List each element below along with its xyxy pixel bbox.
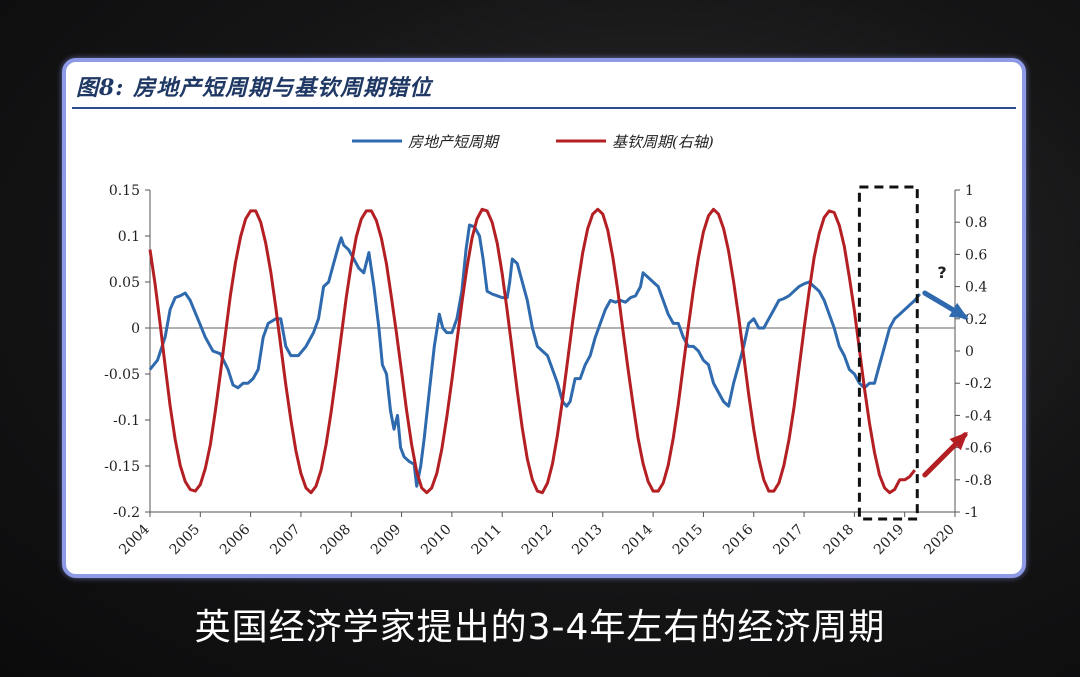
blue-trend-arrow-head — [948, 302, 969, 320]
right-tick-label: 0.4 — [965, 280, 987, 296]
x-tick-label: 2008 — [318, 522, 355, 559]
question-mark: ? — [937, 263, 946, 282]
right-tick-label: 0 — [965, 344, 974, 360]
x-tick-label: 2012 — [519, 522, 556, 559]
video-subtitle: 英国经济学家提出的3-4年左右的经济周期 — [194, 607, 886, 648]
x-tick-label: 2020 — [921, 522, 958, 559]
legend-label: 基钦周期(右轴) — [612, 133, 714, 151]
left-tick-label: -0.2 — [113, 505, 140, 521]
x-tick-label: 2015 — [670, 522, 707, 559]
left-tick-label: 0.1 — [118, 229, 140, 245]
right-tick-label: 0.8 — [965, 215, 987, 231]
right-tick-label: -0.4 — [965, 408, 992, 424]
highlight-box — [857, 185, 919, 521]
x-tick-label: 2014 — [619, 521, 656, 558]
x-tick-label: 2004 — [116, 521, 153, 558]
x-tick-label: 2019 — [871, 522, 908, 559]
right-tick-label: 1 — [965, 183, 974, 199]
right-tick-label: 0.2 — [965, 312, 987, 328]
right-tick-label: -0.8 — [965, 473, 992, 489]
x-tick-label: 2011 — [469, 522, 506, 559]
left-tick-label: 0.05 — [109, 275, 140, 291]
right-tick-label: -0.2 — [965, 376, 992, 392]
left-tick-label: 0 — [131, 321, 140, 337]
x-tick-label: 2007 — [267, 522, 304, 559]
legend-label: 房地产短周期 — [408, 133, 500, 151]
figure-title: 图8: 房地产短周期与基钦周期错位 — [76, 75, 433, 101]
series-line-kitchin — [148, 207, 916, 495]
left-tick-label: -0.15 — [104, 459, 140, 475]
left-tick-label: -0.05 — [104, 367, 140, 383]
x-tick-label: 2010 — [418, 522, 455, 559]
left-tick-label: -0.1 — [113, 413, 140, 429]
left-tick-label: 0.15 — [109, 183, 140, 199]
series-line-real-estate — [148, 223, 921, 488]
x-tick-label: 2013 — [569, 522, 606, 559]
x-tick-label: 2016 — [720, 521, 757, 558]
title-divider — [72, 107, 1016, 109]
x-tick-label: 2005 — [167, 522, 204, 559]
x-tick-label: 2017 — [770, 522, 807, 559]
right-tick-label: 0.6 — [965, 247, 987, 263]
x-tick-label: 2009 — [368, 522, 405, 559]
right-tick-label: -0.6 — [965, 441, 992, 457]
x-tick-label: 2018 — [821, 522, 858, 559]
x-tick-label: 2006 — [217, 521, 254, 558]
right-tick-label: -1 — [965, 505, 979, 521]
red-trend-arrow-head — [949, 431, 968, 451]
